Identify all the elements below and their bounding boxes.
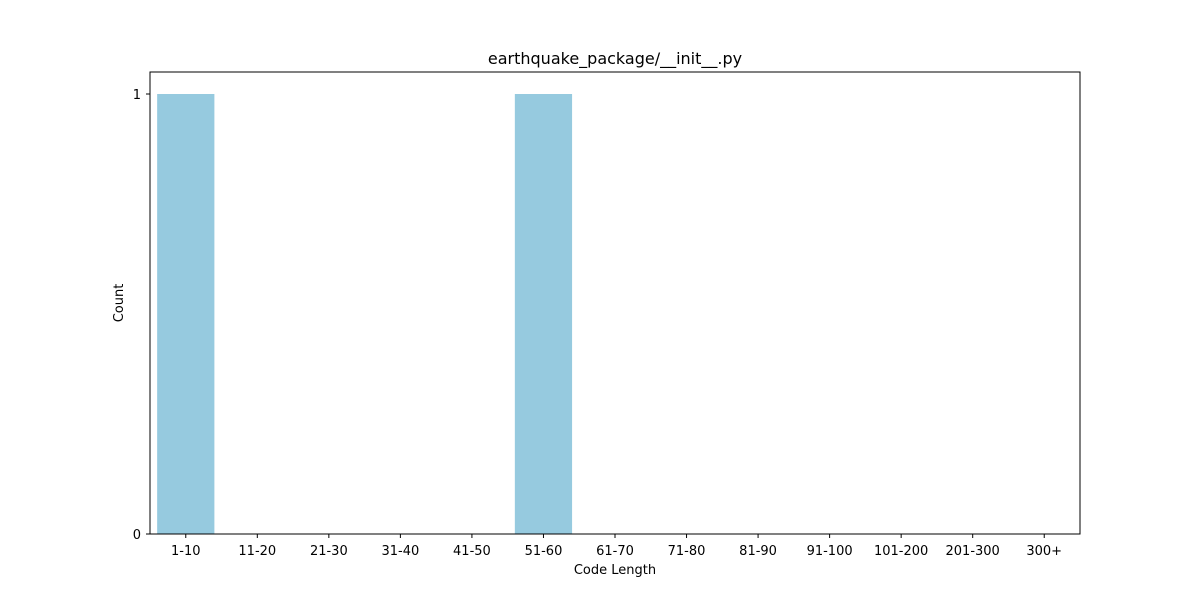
bar-1-10: [157, 94, 215, 534]
x-tick-label: 61-70: [596, 544, 634, 559]
x-tick-label: 51-60: [525, 544, 563, 559]
x-tick-label: 101-200: [874, 544, 928, 559]
x-axis-label: Code Length: [574, 563, 656, 578]
x-tick-label: 41-50: [453, 544, 491, 559]
x-tick-label: 201-300: [946, 544, 1000, 559]
chart-title: earthquake_package/__init__.py: [488, 49, 742, 69]
x-axis: 1-10 11-20 21-30 31-40 41-50 51-60 61-70 71-80 8…: [171, 534, 1062, 559]
bars-layer: [157, 94, 573, 534]
x-tick-label: 31-40: [381, 544, 419, 559]
plot-frame: [149, 71, 1081, 535]
y-axis: 01: [133, 88, 150, 543]
x-tick-label: 91-100: [807, 544, 853, 559]
y-axis-label: Count: [112, 284, 127, 323]
y-tick-label: 0: [133, 528, 141, 543]
x-tick-label: 21-30: [310, 544, 348, 559]
x-tick-label: 71-80: [668, 544, 706, 559]
x-tick-label: 11-20: [238, 544, 276, 559]
y-tick-label: 1: [133, 88, 141, 103]
x-tick-label: 1-10: [171, 544, 201, 559]
x-tick-label: 300+: [1026, 544, 1062, 559]
bar-51-60: [514, 94, 573, 534]
x-tick-label: 81-90: [739, 544, 777, 559]
